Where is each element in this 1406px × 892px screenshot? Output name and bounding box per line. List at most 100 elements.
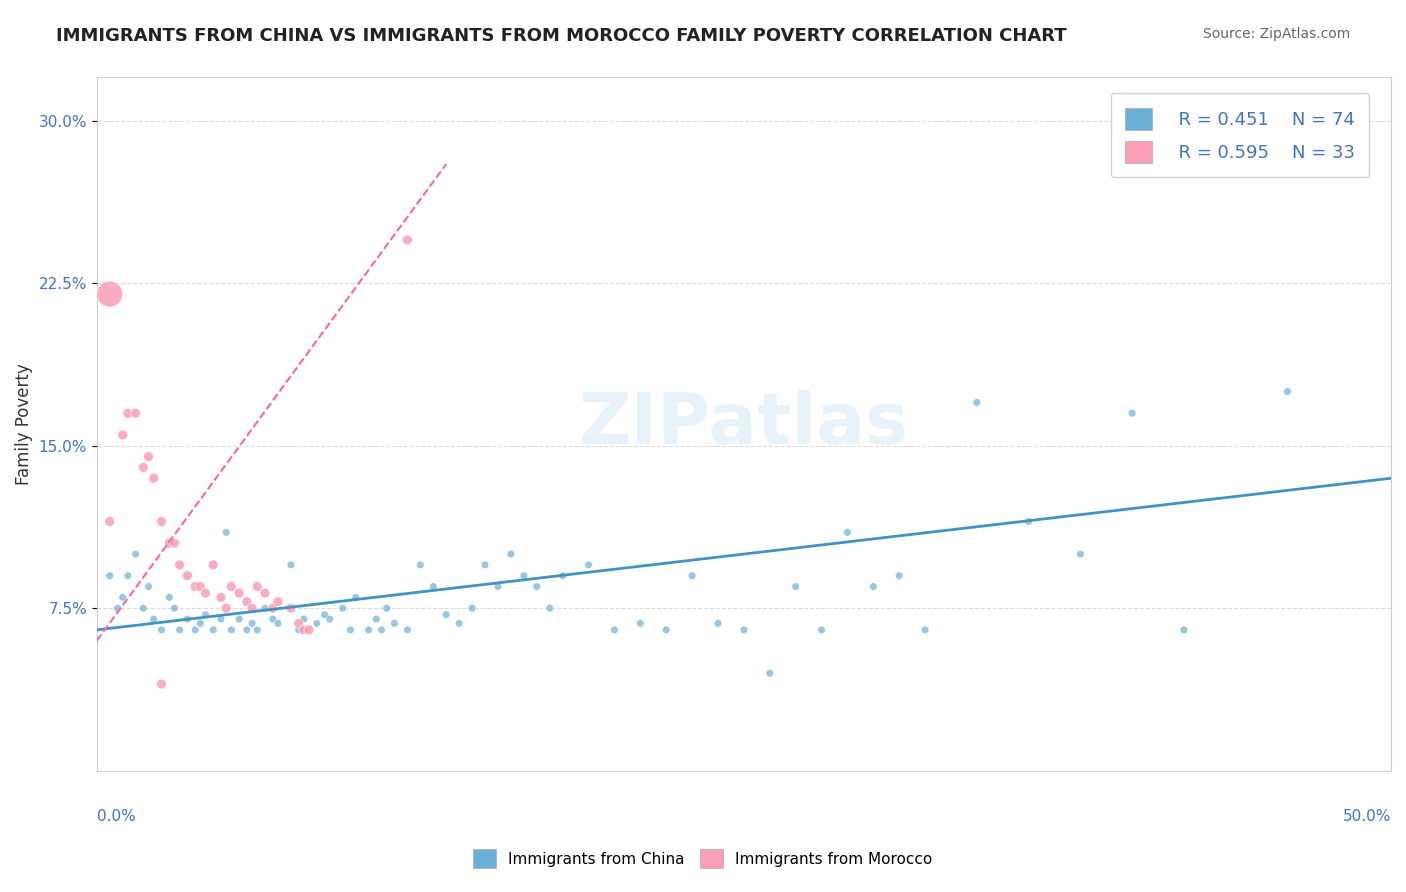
Point	[221, 580, 243, 594]
Point	[914, 623, 936, 637]
Point	[157, 536, 180, 550]
Point	[188, 616, 211, 631]
Point	[461, 601, 484, 615]
Point	[150, 623, 173, 637]
Point	[628, 616, 651, 631]
Point	[209, 591, 232, 605]
Point	[298, 623, 321, 637]
Point	[169, 623, 191, 637]
Point	[236, 623, 259, 637]
Point	[262, 612, 284, 626]
Point	[305, 616, 328, 631]
Point	[246, 580, 269, 594]
Point	[176, 568, 198, 582]
Point	[1121, 406, 1143, 420]
Point	[449, 616, 471, 631]
Point	[138, 450, 160, 464]
Point	[142, 471, 165, 485]
Point	[370, 623, 392, 637]
Text: ZIPatlas: ZIPatlas	[579, 390, 908, 458]
Point	[785, 580, 807, 594]
Text: Source: ZipAtlas.com: Source: ZipAtlas.com	[1202, 27, 1350, 41]
Point	[1173, 623, 1195, 637]
Point	[357, 623, 380, 637]
Point	[1277, 384, 1299, 399]
Point	[107, 601, 129, 615]
Point	[292, 612, 315, 626]
Y-axis label: Family Poverty: Family Poverty	[15, 363, 32, 485]
Point	[287, 616, 309, 631]
Point	[267, 595, 290, 609]
Point	[292, 623, 315, 637]
Text: 50.0%: 50.0%	[1343, 809, 1391, 824]
Point	[1069, 547, 1091, 561]
Point	[837, 525, 859, 540]
Point	[240, 616, 263, 631]
Point	[111, 591, 134, 605]
Point	[117, 568, 139, 582]
Point	[246, 623, 269, 637]
Point	[810, 623, 832, 637]
Point	[184, 580, 207, 594]
Point	[422, 580, 444, 594]
Point	[314, 607, 336, 622]
Point	[339, 623, 361, 637]
Point	[1018, 515, 1040, 529]
Point	[280, 601, 302, 615]
Point	[681, 568, 703, 582]
Point	[138, 580, 160, 594]
Point	[262, 601, 284, 615]
Point	[603, 623, 626, 637]
Point	[253, 586, 276, 600]
Legend:   R = 0.451    N = 74,   R = 0.595    N = 33: R = 0.451 N = 74, R = 0.595 N = 33	[1111, 94, 1369, 178]
Point	[526, 580, 548, 594]
Point	[319, 612, 342, 626]
Point	[366, 612, 388, 626]
Point	[194, 607, 217, 622]
Point	[124, 547, 146, 561]
Point	[194, 586, 217, 600]
Point	[142, 612, 165, 626]
Point	[209, 612, 232, 626]
Point	[202, 558, 225, 572]
Point	[862, 580, 884, 594]
Point	[188, 580, 211, 594]
Point	[486, 580, 509, 594]
Point	[98, 515, 121, 529]
Point	[221, 623, 243, 637]
Point	[384, 616, 406, 631]
Point	[332, 601, 354, 615]
Point	[163, 601, 186, 615]
Point	[396, 233, 419, 247]
Point	[344, 591, 367, 605]
Point	[169, 558, 191, 572]
Point	[215, 601, 238, 615]
Point	[111, 428, 134, 442]
Point	[409, 558, 432, 572]
Point	[236, 595, 259, 609]
Point	[966, 395, 988, 409]
Point	[707, 616, 730, 631]
Point	[132, 601, 155, 615]
Point	[396, 623, 419, 637]
Point	[375, 601, 398, 615]
Point	[228, 586, 250, 600]
Point	[474, 558, 496, 572]
Point	[202, 623, 225, 637]
Point	[655, 623, 678, 637]
Point	[733, 623, 755, 637]
Point	[513, 568, 536, 582]
Point	[150, 677, 173, 691]
Point	[98, 568, 121, 582]
Point	[538, 601, 561, 615]
Point	[267, 616, 290, 631]
Point	[578, 558, 600, 572]
Point	[163, 536, 186, 550]
Point	[280, 558, 302, 572]
Point	[176, 612, 198, 626]
Point	[117, 406, 139, 420]
Point	[150, 515, 173, 529]
Point	[240, 601, 263, 615]
Point	[132, 460, 155, 475]
Point	[434, 607, 457, 622]
